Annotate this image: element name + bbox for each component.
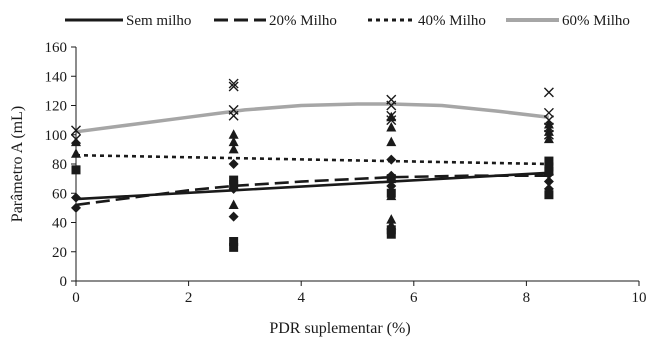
y-tick-label: 100: [45, 128, 68, 144]
x-tick-label: 6: [410, 290, 418, 306]
y-tick-label: 160: [45, 40, 68, 56]
legend: Sem milho 20% Milho 40% Milho 60% Milho: [65, 13, 630, 29]
data-markers: [71, 78, 554, 252]
y-tick-label: 140: [45, 69, 68, 85]
legend-item-60-milho: 60% Milho: [506, 13, 630, 29]
marker-40-milho: [228, 199, 239, 209]
x-tick-label: 2: [185, 290, 193, 306]
y-tick-label: 80: [52, 157, 67, 173]
marker-40-milho: [386, 190, 397, 201]
fit-line-sem-milho: [75, 171, 549, 201]
legend-label-40-milho: 40% Milho: [418, 13, 486, 29]
y-tick-label: 120: [45, 99, 68, 115]
marker-60-milho: [386, 94, 397, 105]
y-tick-label: 60: [52, 186, 67, 202]
marker-sem-milho: [543, 176, 554, 187]
legend-label-sem-milho: Sem milho: [126, 13, 191, 29]
marker-20-milho: [229, 175, 239, 185]
marker-20-milho: [229, 242, 239, 252]
marker-60-milho: [228, 81, 239, 92]
marker-40-milho: [386, 214, 397, 224]
marker-60-milho: [543, 122, 554, 133]
marker-40-milho: [543, 119, 554, 129]
y-tick-label: 0: [60, 274, 68, 290]
fit-line-40-milho: [75, 153, 549, 166]
legend-label-60-milho: 60% Milho: [562, 13, 630, 29]
y-tick-label: 40: [52, 216, 67, 232]
marker-60-milho: [543, 129, 554, 140]
marker-20-milho: [386, 225, 396, 235]
marker-40-milho: [386, 219, 397, 230]
fit-line-20-milho: [75, 174, 549, 207]
axes: 0 20 40 60 80 100 120 140 160 0 2 4 6 8 10: [45, 40, 647, 306]
marker-sem-milho: [228, 211, 239, 222]
marker-20-milho: [544, 156, 554, 166]
legend-label-20-milho: 20% Milho: [269, 13, 337, 29]
legend-item-20-milho: 20% Milho: [214, 13, 337, 29]
marker-20-milho: [544, 190, 554, 200]
x-tick-label: 4: [297, 290, 305, 306]
marker-40-milho: [386, 121, 397, 132]
marker-60-milho: [543, 87, 554, 98]
marker-40-milho: [543, 133, 554, 144]
y-tick-label: 20: [52, 245, 67, 261]
marker-60-milho: [386, 115, 397, 126]
marker-60-milho: [228, 78, 239, 89]
marker-sem-milho: [228, 159, 239, 169]
marker-20-milho: [544, 162, 554, 172]
legend-item-sem-milho: Sem milho: [65, 13, 191, 29]
marker-40-milho: [228, 129, 239, 139]
x-axis-title: PDR suplementar (%): [269, 320, 410, 337]
marker-60-milho: [543, 115, 554, 126]
marker-sem-milho: [386, 180, 397, 191]
x-axis-ticks: 0 2 4 6 8 10: [72, 281, 647, 306]
x-tick-label: 0: [72, 290, 80, 306]
marker-sem-milho: [386, 154, 397, 165]
marker-20-milho: [229, 237, 239, 247]
marker-40-milho: [228, 143, 239, 154]
marker-40-milho: [386, 136, 397, 147]
marker-60-milho: [386, 110, 397, 121]
fit-lines: [75, 102, 550, 207]
x-tick-label: 10: [632, 290, 647, 306]
x-tick-label: 8: [523, 290, 531, 306]
fit-line-60-milho: [75, 102, 550, 134]
marker-40-milho: [228, 136, 239, 147]
marker-60-milho: [543, 107, 554, 118]
y-axis-title: Parâmetro A (mL): [9, 106, 26, 222]
legend-item-40-milho: 40% Milho: [368, 13, 486, 29]
y-axis-ticks: 0 20 40 60 80 100 120 140 160: [45, 40, 76, 290]
marker-60-milho: [228, 104, 239, 115]
marker-20-milho: [386, 174, 396, 184]
marker-40-milho: [543, 126, 554, 136]
